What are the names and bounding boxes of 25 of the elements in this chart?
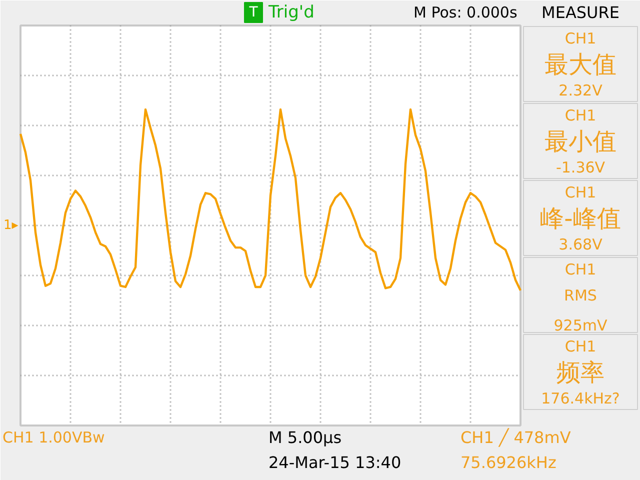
text: 频率	[556, 358, 604, 386]
text: 24-Mar-15 13:40	[268, 453, 402, 472]
text: -1.36V	[556, 158, 606, 176]
text: CH1	[564, 30, 596, 48]
text: CH1	[564, 184, 596, 202]
text: CH1	[564, 260, 596, 278]
text: 1▸	[4, 218, 19, 233]
text: 925mV	[554, 316, 608, 334]
text: CH1 ╱ 478mV	[460, 428, 571, 447]
text: 最小值	[544, 128, 616, 156]
text: CH1	[564, 338, 596, 356]
text: 75.6926kHz	[460, 453, 556, 472]
text: CH1	[564, 106, 596, 124]
text: T	[248, 4, 258, 20]
text: RMS	[564, 286, 597, 304]
text: M Pos: 0.000s	[414, 4, 518, 22]
text: M 5.00µs	[268, 428, 342, 447]
text: Trig'd	[268, 2, 314, 22]
text: MEASURE	[542, 3, 620, 22]
text: CH1 1.00VBw	[2, 428, 105, 446]
text: 峰-峰值	[540, 204, 621, 232]
text: 3.68V	[558, 236, 604, 254]
text: 176.4kHz?	[541, 390, 620, 408]
text: 2.32V	[558, 82, 604, 100]
text: 最大值	[544, 50, 616, 78]
